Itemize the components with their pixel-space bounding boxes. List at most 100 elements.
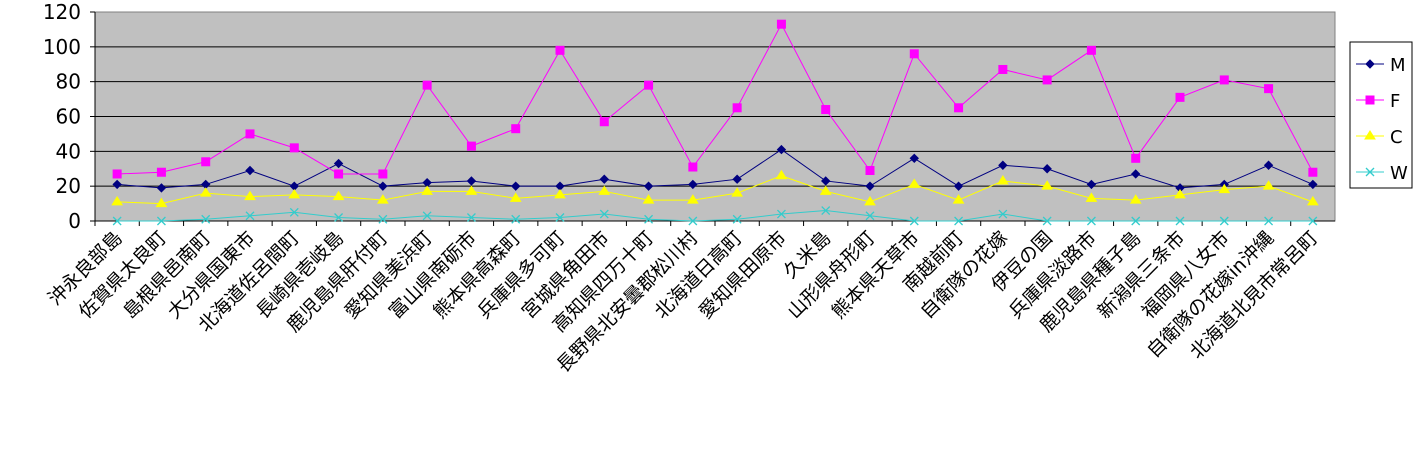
data-point-triangle: [864, 195, 876, 206]
data-point-x: [334, 213, 344, 222]
data-point-square: [776, 19, 786, 29]
data-point-triangle: [199, 187, 212, 197]
data-point-x: [1131, 216, 1141, 226]
gridlines: [95, 46, 1335, 187]
data-point-square: [378, 169, 388, 179]
data-point-x: [378, 214, 388, 224]
data-point-diamond: [688, 179, 698, 190]
data-point-diamond: [865, 181, 875, 191]
data-point-triangle: [819, 185, 832, 195]
series-line-F: [117, 23, 1314, 175]
y-tick-label: 100: [43, 35, 81, 59]
data-point-x: [865, 211, 875, 221]
data-point-diamond: [466, 176, 477, 186]
x-marker-stroke: [776, 209, 786, 219]
data-point-triangle: [598, 185, 611, 195]
legend-item-F: F: [1356, 91, 1400, 112]
data-point-square: [688, 162, 698, 172]
x-marker-stroke: [644, 214, 654, 224]
data-point-x: [909, 216, 919, 226]
data-point-diamond: [599, 174, 609, 184]
data-point-diamond: [732, 174, 742, 184]
data-point-square: [201, 157, 211, 167]
data-point-diamond: [776, 144, 787, 155]
data-point-triangle: [1085, 192, 1098, 202]
x-marker-stroke: [511, 214, 521, 224]
x-marker-stroke: [1175, 216, 1185, 226]
data-point-triangle: [908, 178, 921, 188]
data-point-square: [1365, 95, 1375, 105]
x-marker-stroke: [289, 207, 299, 217]
data-point-square: [1131, 153, 1141, 163]
x-marker-stroke: [1264, 216, 1274, 226]
data-point-triangle: [421, 185, 434, 195]
series-line-W: [117, 210, 1313, 222]
data-point-triangle: [244, 190, 256, 201]
legend-label: C: [1390, 127, 1403, 148]
data-point-triangle: [1306, 195, 1319, 206]
x-marker-stroke: [865, 211, 875, 221]
x-marker-stroke: [599, 209, 609, 219]
data-point-square: [289, 143, 299, 153]
data-point-x: [998, 209, 1008, 219]
data-point-diamond: [643, 181, 654, 191]
legend-item-W: W: [1356, 163, 1408, 184]
data-point-x: [1365, 167, 1375, 177]
data-point-x: [289, 207, 299, 217]
data-point-square: [422, 80, 432, 90]
data-point-triangle: [288, 188, 301, 199]
data-point-x: [1308, 216, 1318, 226]
data-point-square: [156, 167, 166, 177]
data-point-square: [334, 169, 344, 179]
legend-item-C: C: [1356, 127, 1403, 148]
series-C: [111, 169, 1319, 208]
data-point-triangle: [332, 190, 345, 201]
data-point-square: [1219, 75, 1229, 85]
x-marker-stroke: [245, 211, 255, 221]
data-point-triangle: [1129, 194, 1142, 204]
series-line-C: [117, 175, 1314, 205]
x-marker-stroke: [821, 206, 831, 216]
data-point-triangle: [1364, 130, 1376, 140]
data-point-square: [511, 124, 521, 134]
data-point-x: [112, 216, 122, 226]
data-point-x: [422, 211, 432, 221]
legend-box: [1349, 41, 1413, 189]
legend-label: M: [1390, 55, 1406, 76]
data-point-x: [466, 213, 476, 222]
x-marker-stroke: [378, 214, 388, 224]
x-marker-stroke: [1086, 216, 1096, 226]
data-point-diamond: [909, 153, 919, 164]
data-point-x: [954, 216, 964, 226]
y-tick-label: 120: [43, 0, 81, 24]
x-marker-stroke: [1219, 216, 1229, 226]
x-marker-stroke: [998, 209, 1008, 219]
data-point-x: [555, 213, 565, 222]
data-point-square: [998, 64, 1008, 74]
data-point-triangle: [111, 195, 124, 206]
data-point-diamond: [1308, 179, 1318, 190]
series-line-M: [117, 148, 1314, 189]
data-point-diamond: [156, 183, 167, 193]
data-point-triangle: [642, 194, 655, 204]
data-point-triangle: [996, 174, 1009, 185]
data-point-x: [1175, 216, 1185, 226]
data-point-diamond: [1042, 164, 1052, 174]
data-point-triangle: [731, 187, 744, 197]
data-point-x: [776, 209, 786, 219]
x-marker-stroke: [688, 216, 698, 226]
data-point-triangle: [155, 197, 168, 208]
data-point-square: [1264, 84, 1274, 94]
y-tick-label: 60: [56, 105, 81, 129]
x-marker-stroke: [909, 216, 919, 226]
data-point-diamond: [1086, 179, 1097, 190]
x-marker-stroke: [156, 216, 166, 226]
data-point-triangle: [1262, 180, 1275, 190]
x-marker-stroke: [334, 213, 344, 222]
data-point-diamond: [1365, 59, 1375, 69]
data-point-diamond: [953, 181, 964, 191]
data-point-diamond: [821, 176, 831, 186]
legend-item-M: M: [1356, 55, 1406, 76]
data-point-x: [599, 209, 609, 219]
